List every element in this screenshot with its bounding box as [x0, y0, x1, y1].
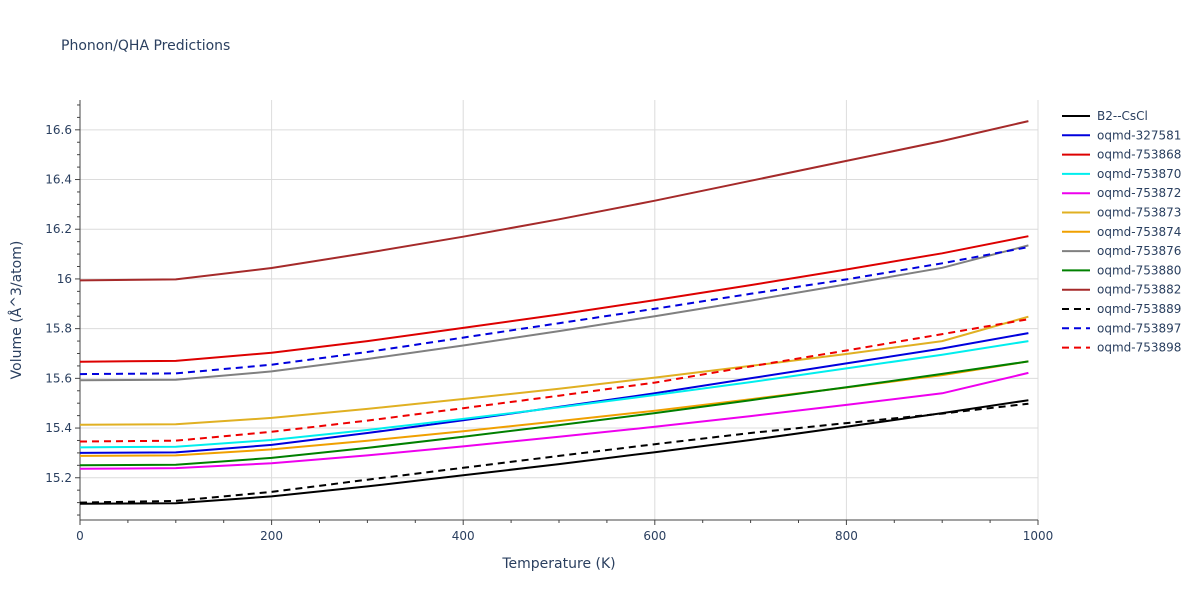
legend[interactable]: B2--CsCl oqmd-327581 oqmd-753868 oqmd-75387…: [1062, 109, 1181, 355]
y-axis-title: Volume (Å^3/atom): [8, 241, 25, 380]
y-tick-label: 15.6: [45, 371, 72, 385]
y-tick-label: 15.8: [45, 322, 72, 336]
x-tick-label: 800: [835, 529, 858, 543]
y-tick-label: 16: [57, 272, 72, 286]
legend-label: oqmd-327581: [1097, 128, 1181, 142]
series-line-oqmd-753868: [79, 235, 1029, 363]
legend-item[interactable]: oqmd-753870: [1062, 167, 1181, 181]
legend-item[interactable]: oqmd-753897: [1062, 321, 1181, 335]
legend-item[interactable]: oqmd-753874: [1062, 225, 1181, 239]
legend-item[interactable]: oqmd-753873: [1062, 206, 1181, 220]
x-tick-label: 1000: [1023, 529, 1054, 543]
series-line-oqmd-753872: [79, 371, 1029, 470]
series-line-b2-cscl: [79, 399, 1029, 505]
series-line-oqmd-753876: [79, 244, 1029, 382]
series-line-oqmd-327581: [79, 332, 1029, 454]
legend-item[interactable]: oqmd-753876: [1062, 244, 1181, 258]
y-tick-label: 16.2: [45, 222, 72, 236]
x-tick-label: 0: [76, 529, 84, 543]
y-tick-label: 15.2: [45, 471, 72, 485]
chart-title: Phonon/QHA Predictions: [61, 38, 230, 54]
axes-layer: 15.2 15.4 15.6 15.8 16 16.2 16.4 16.6 0 200 400 600…: [45, 100, 1053, 543]
legend-label: oqmd-753898: [1097, 341, 1181, 355]
y-tick-label: 16.6: [45, 123, 72, 137]
legend-item[interactable]: oqmd-327581: [1062, 128, 1181, 142]
legend-label: oqmd-753897: [1097, 321, 1181, 335]
x-tick-label: 600: [643, 529, 666, 543]
legend-item[interactable]: oqmd-753872: [1062, 186, 1181, 200]
legend-item[interactable]: oqmd-753889: [1062, 302, 1181, 316]
legend-label: oqmd-753880: [1097, 263, 1181, 277]
legend-item[interactable]: oqmd-753880: [1062, 263, 1181, 277]
series-line-oqmd-753889: [79, 402, 1029, 504]
legend-item[interactable]: oqmd-753898: [1062, 341, 1181, 355]
x-tick-label: 200: [260, 529, 283, 543]
legend-label: oqmd-753889: [1097, 302, 1181, 316]
series-line-oqmd-753897: [79, 246, 1029, 376]
series-line-oqmd-753898: [79, 318, 1029, 443]
legend-label: oqmd-753882: [1097, 283, 1181, 297]
y-tick-label: 15.4: [45, 421, 72, 435]
series-line-oqmd-753873: [79, 315, 1029, 426]
series-line-oqmd-753870: [79, 340, 1029, 449]
legend-label: oqmd-753874: [1097, 225, 1181, 239]
legend-item[interactable]: B2--CsCl: [1062, 109, 1148, 123]
x-tick-label: 400: [452, 529, 475, 543]
legend-label: oqmd-753870: [1097, 167, 1181, 181]
legend-label: oqmd-753873: [1097, 206, 1181, 220]
grid-layer: [80, 100, 1039, 520]
legend-label: oqmd-753868: [1097, 148, 1181, 162]
x-axis-title: Temperature (K): [501, 556, 615, 572]
series-line-oqmd-753880: [79, 360, 1029, 467]
series-layer: [79, 120, 1029, 505]
legend-label: B2--CsCl: [1097, 109, 1148, 123]
legend-item[interactable]: oqmd-753868: [1062, 148, 1181, 162]
legend-label: oqmd-753876: [1097, 244, 1181, 258]
legend-item[interactable]: oqmd-753882: [1062, 283, 1181, 297]
legend-label: oqmd-753872: [1097, 186, 1181, 200]
series-line-oqmd-753882: [79, 120, 1029, 282]
y-tick-label: 16.4: [45, 173, 72, 187]
